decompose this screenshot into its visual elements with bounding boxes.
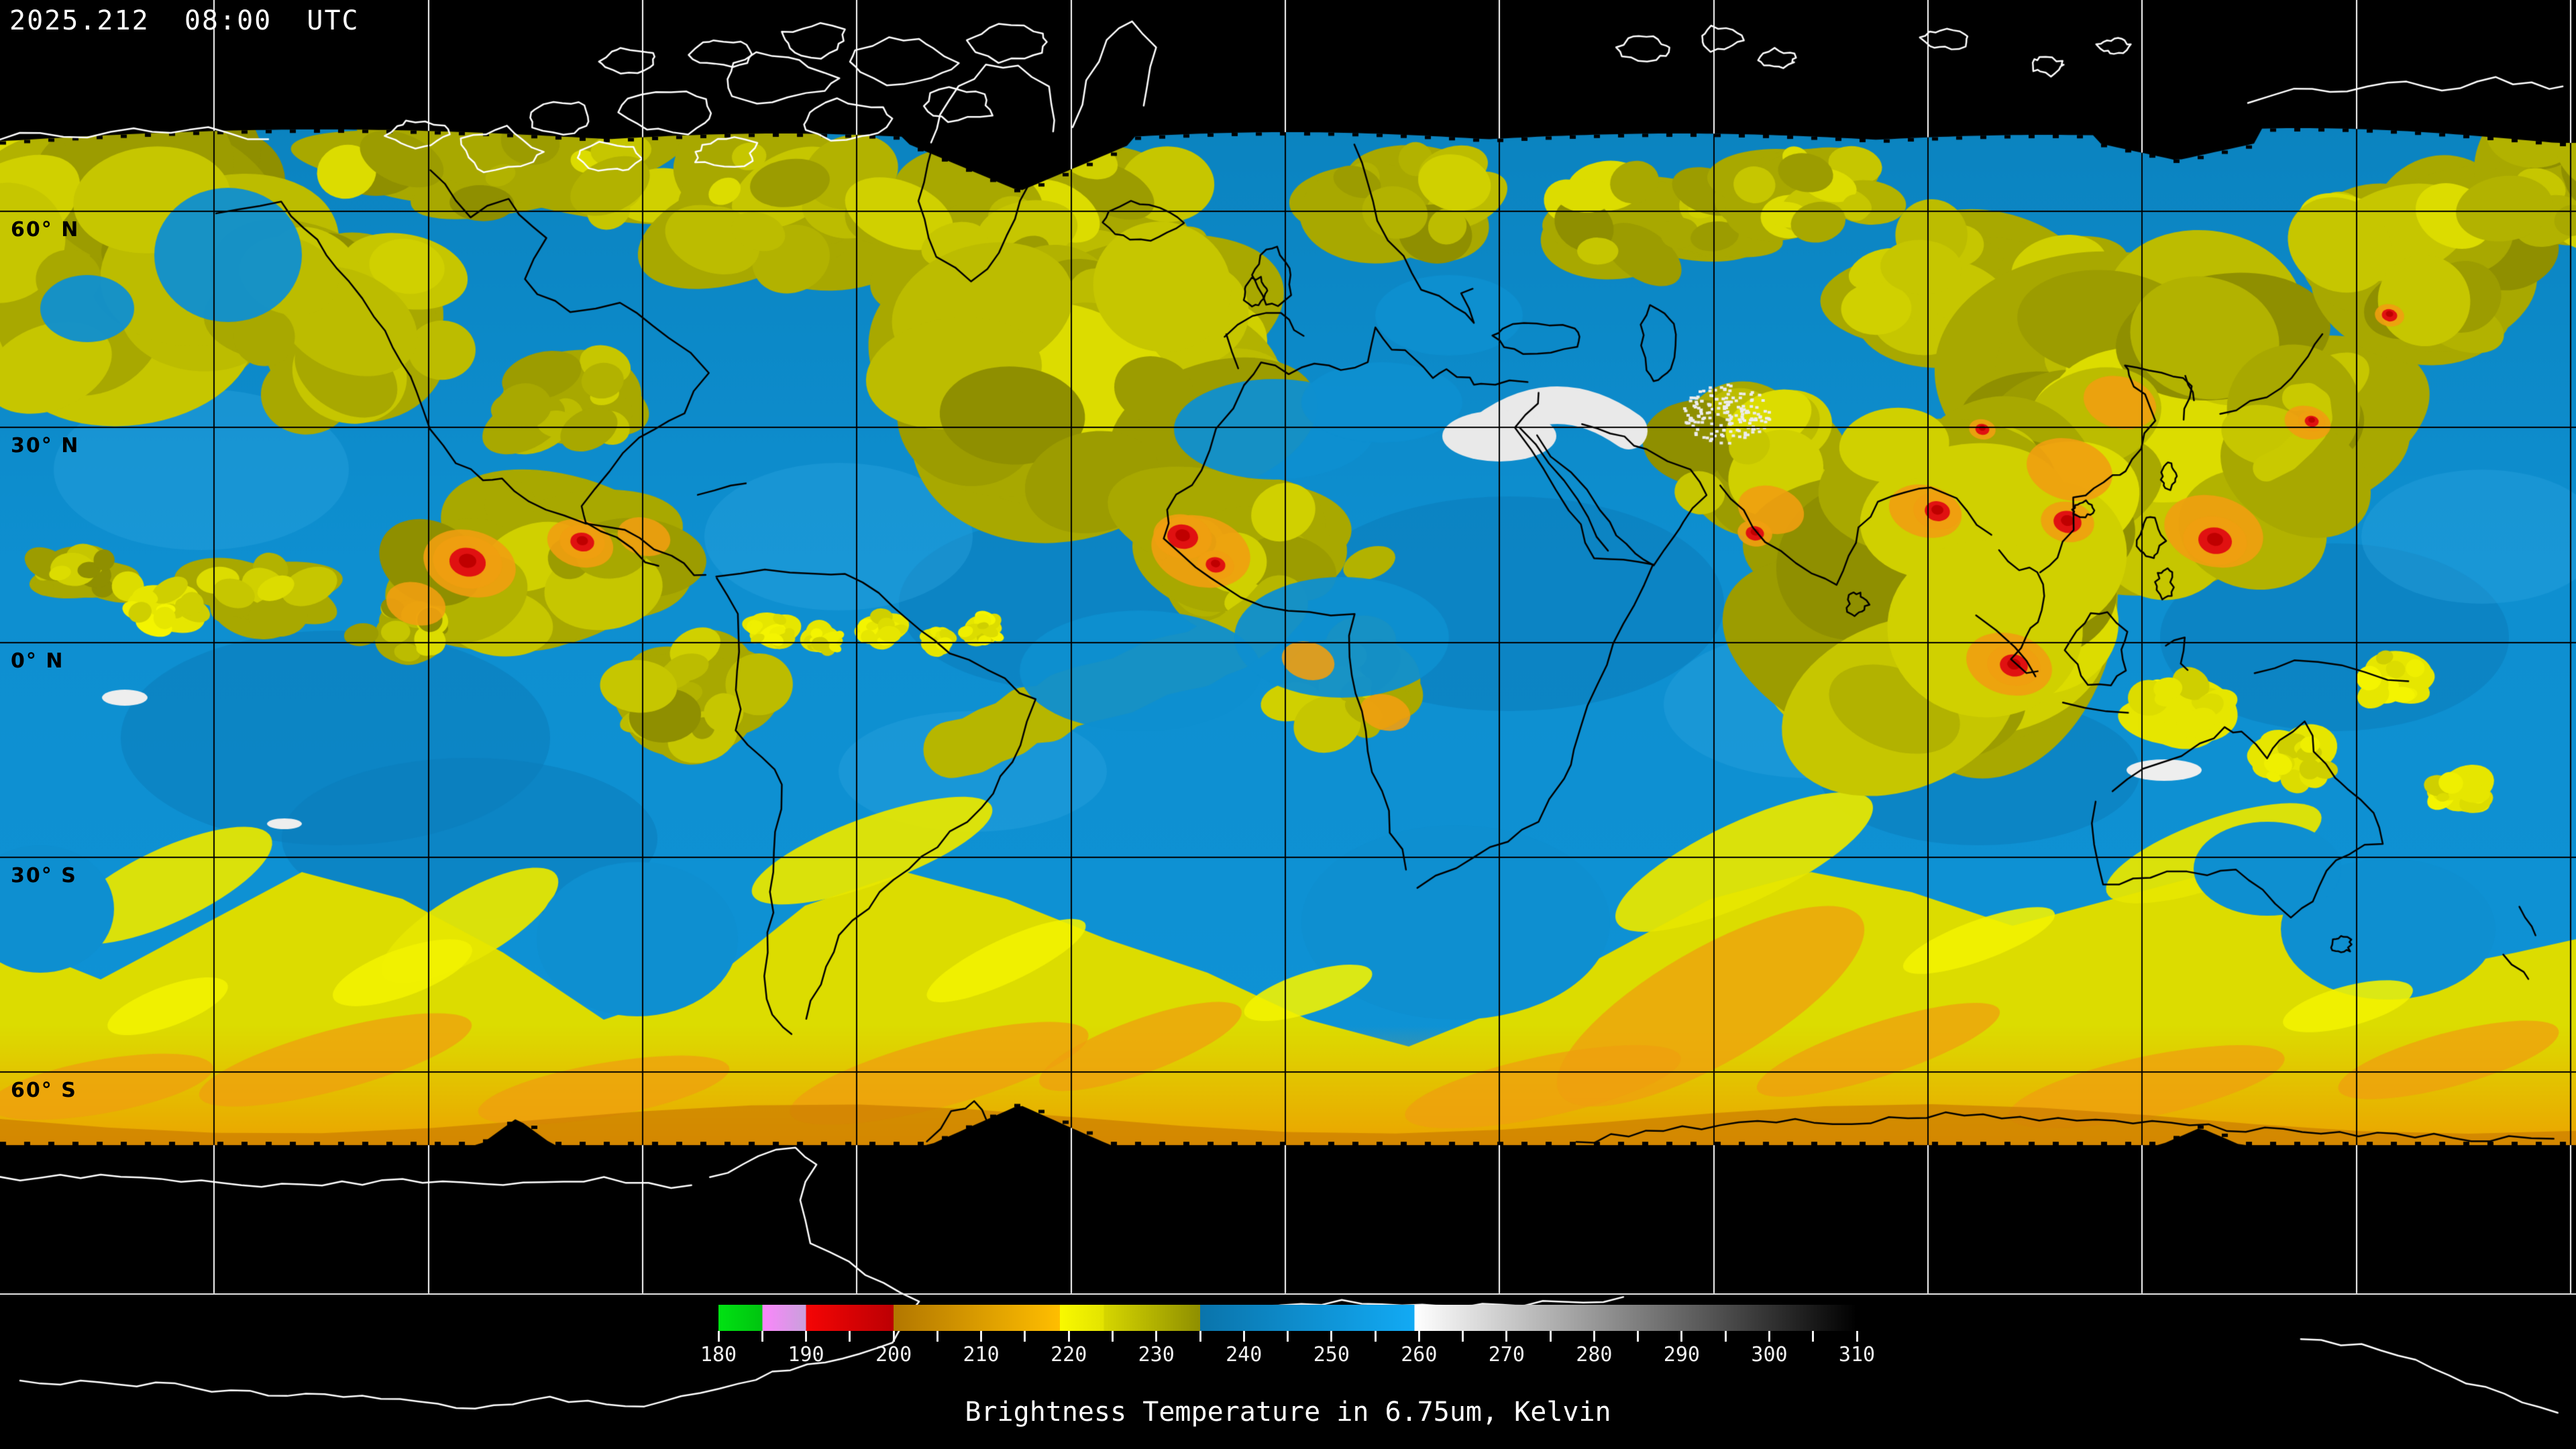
timestamp: 2025.212 08:00 UTC [9, 5, 360, 36]
colorbar-tick [1067, 1331, 1070, 1342]
colorbar-tick [761, 1331, 763, 1342]
colorbar-tick [1593, 1331, 1595, 1342]
colorbar-tick [1768, 1331, 1770, 1342]
colorbar-tick-label: 220 [1051, 1343, 1087, 1366]
colorbar-tick [936, 1331, 938, 1342]
latitude-label: 30° N [11, 434, 80, 458]
separator-line [0, 1293, 2576, 1295]
latitude-label: 0° N [11, 649, 64, 673]
latitude-label: 60° N [11, 218, 80, 241]
colorbar-tick [1637, 1331, 1640, 1342]
colorbar-tick [1330, 1331, 1333, 1342]
colorbar-tick [980, 1331, 983, 1342]
colorbar-tick [1111, 1331, 1114, 1342]
colorbar-tick [1549, 1331, 1552, 1342]
colorbar-tick [1680, 1331, 1683, 1342]
colorbar-tick-label: 240 [1226, 1343, 1263, 1366]
latitude-label: 60° S [11, 1079, 77, 1102]
colorbar-tick [1812, 1331, 1815, 1342]
colorbar-tick-label: 280 [1576, 1343, 1613, 1366]
colorbar-tick [1199, 1331, 1201, 1342]
colorbar-tick [1505, 1331, 1508, 1342]
colorbar-tick [1856, 1331, 1858, 1342]
colorbar-tick [849, 1331, 851, 1342]
colorbar-tick [1024, 1331, 1026, 1342]
colorbar-tick-label: 270 [1488, 1343, 1525, 1366]
colorbar-tick-label: 210 [963, 1343, 1000, 1366]
colorbar-tick [717, 1331, 720, 1342]
colorbar-tick [1724, 1331, 1727, 1342]
colorbar-tick [1374, 1331, 1377, 1342]
colorbar-tick [1242, 1331, 1245, 1342]
colorbar-tick [1155, 1331, 1158, 1342]
colorbar-tick-label: 260 [1401, 1343, 1438, 1366]
colorbar-tick-label: 310 [1838, 1343, 1876, 1366]
colorbar-tick-label: 200 [875, 1343, 912, 1366]
colorbar-tick [1417, 1331, 1420, 1342]
colorbar-tick [805, 1331, 807, 1342]
colorbar-tick-label: 180 [700, 1343, 737, 1366]
latitude-label: 30° S [11, 864, 77, 888]
colorbar-tick-label: 190 [788, 1343, 824, 1366]
colorbar-tick-label: 300 [1751, 1343, 1788, 1366]
colorbar-title: Brightness Temperature in 6.75um, Kelvin [965, 1397, 1611, 1428]
colorbar-tick-label: 250 [1313, 1343, 1350, 1366]
colorbar-tick-label: 290 [1663, 1343, 1700, 1366]
colorbar-tick-label: 230 [1138, 1343, 1175, 1366]
colorbar-tick [1287, 1331, 1289, 1342]
colorbar-tick [1462, 1331, 1464, 1342]
colorbar-gradient-bar [718, 1305, 1857, 1331]
colorbar-tick [892, 1331, 895, 1342]
